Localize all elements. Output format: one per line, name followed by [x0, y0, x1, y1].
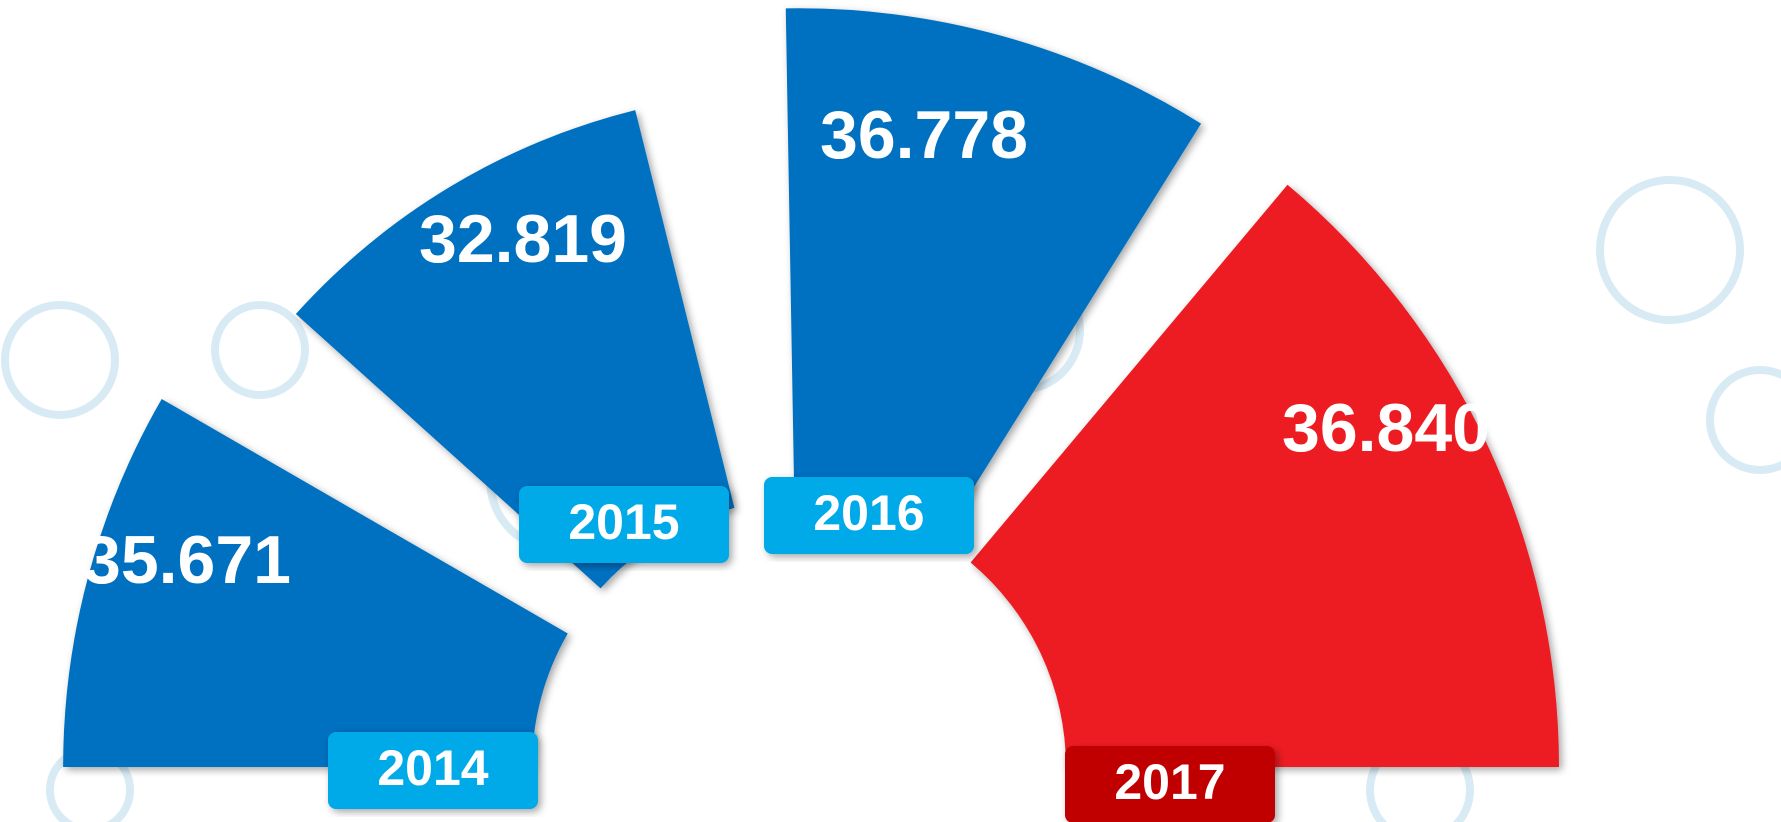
value-label: 36.778: [820, 97, 1028, 173]
year-badge: [328, 732, 538, 809]
year-label: 2014: [377, 740, 488, 796]
sectors: [63, 8, 1559, 768]
year-badge: [1065, 746, 1275, 822]
year-label: 2015: [568, 494, 679, 550]
value-label: 32.819: [419, 201, 627, 277]
year-badge: [519, 486, 729, 563]
year-label: 2017: [1114, 754, 1225, 810]
sector: [295, 110, 735, 589]
value-label: 36.840: [1282, 390, 1490, 466]
year-label: 2016: [813, 485, 924, 541]
sector: [970, 184, 1559, 768]
labels: 35.671 2014 32.819 2015 36.778 2016 36.840 2017: [83, 97, 1490, 822]
value-label: 35.671: [83, 522, 291, 598]
sector: [785, 8, 1202, 541]
sector: [63, 399, 568, 767]
year-badge: [764, 477, 974, 554]
